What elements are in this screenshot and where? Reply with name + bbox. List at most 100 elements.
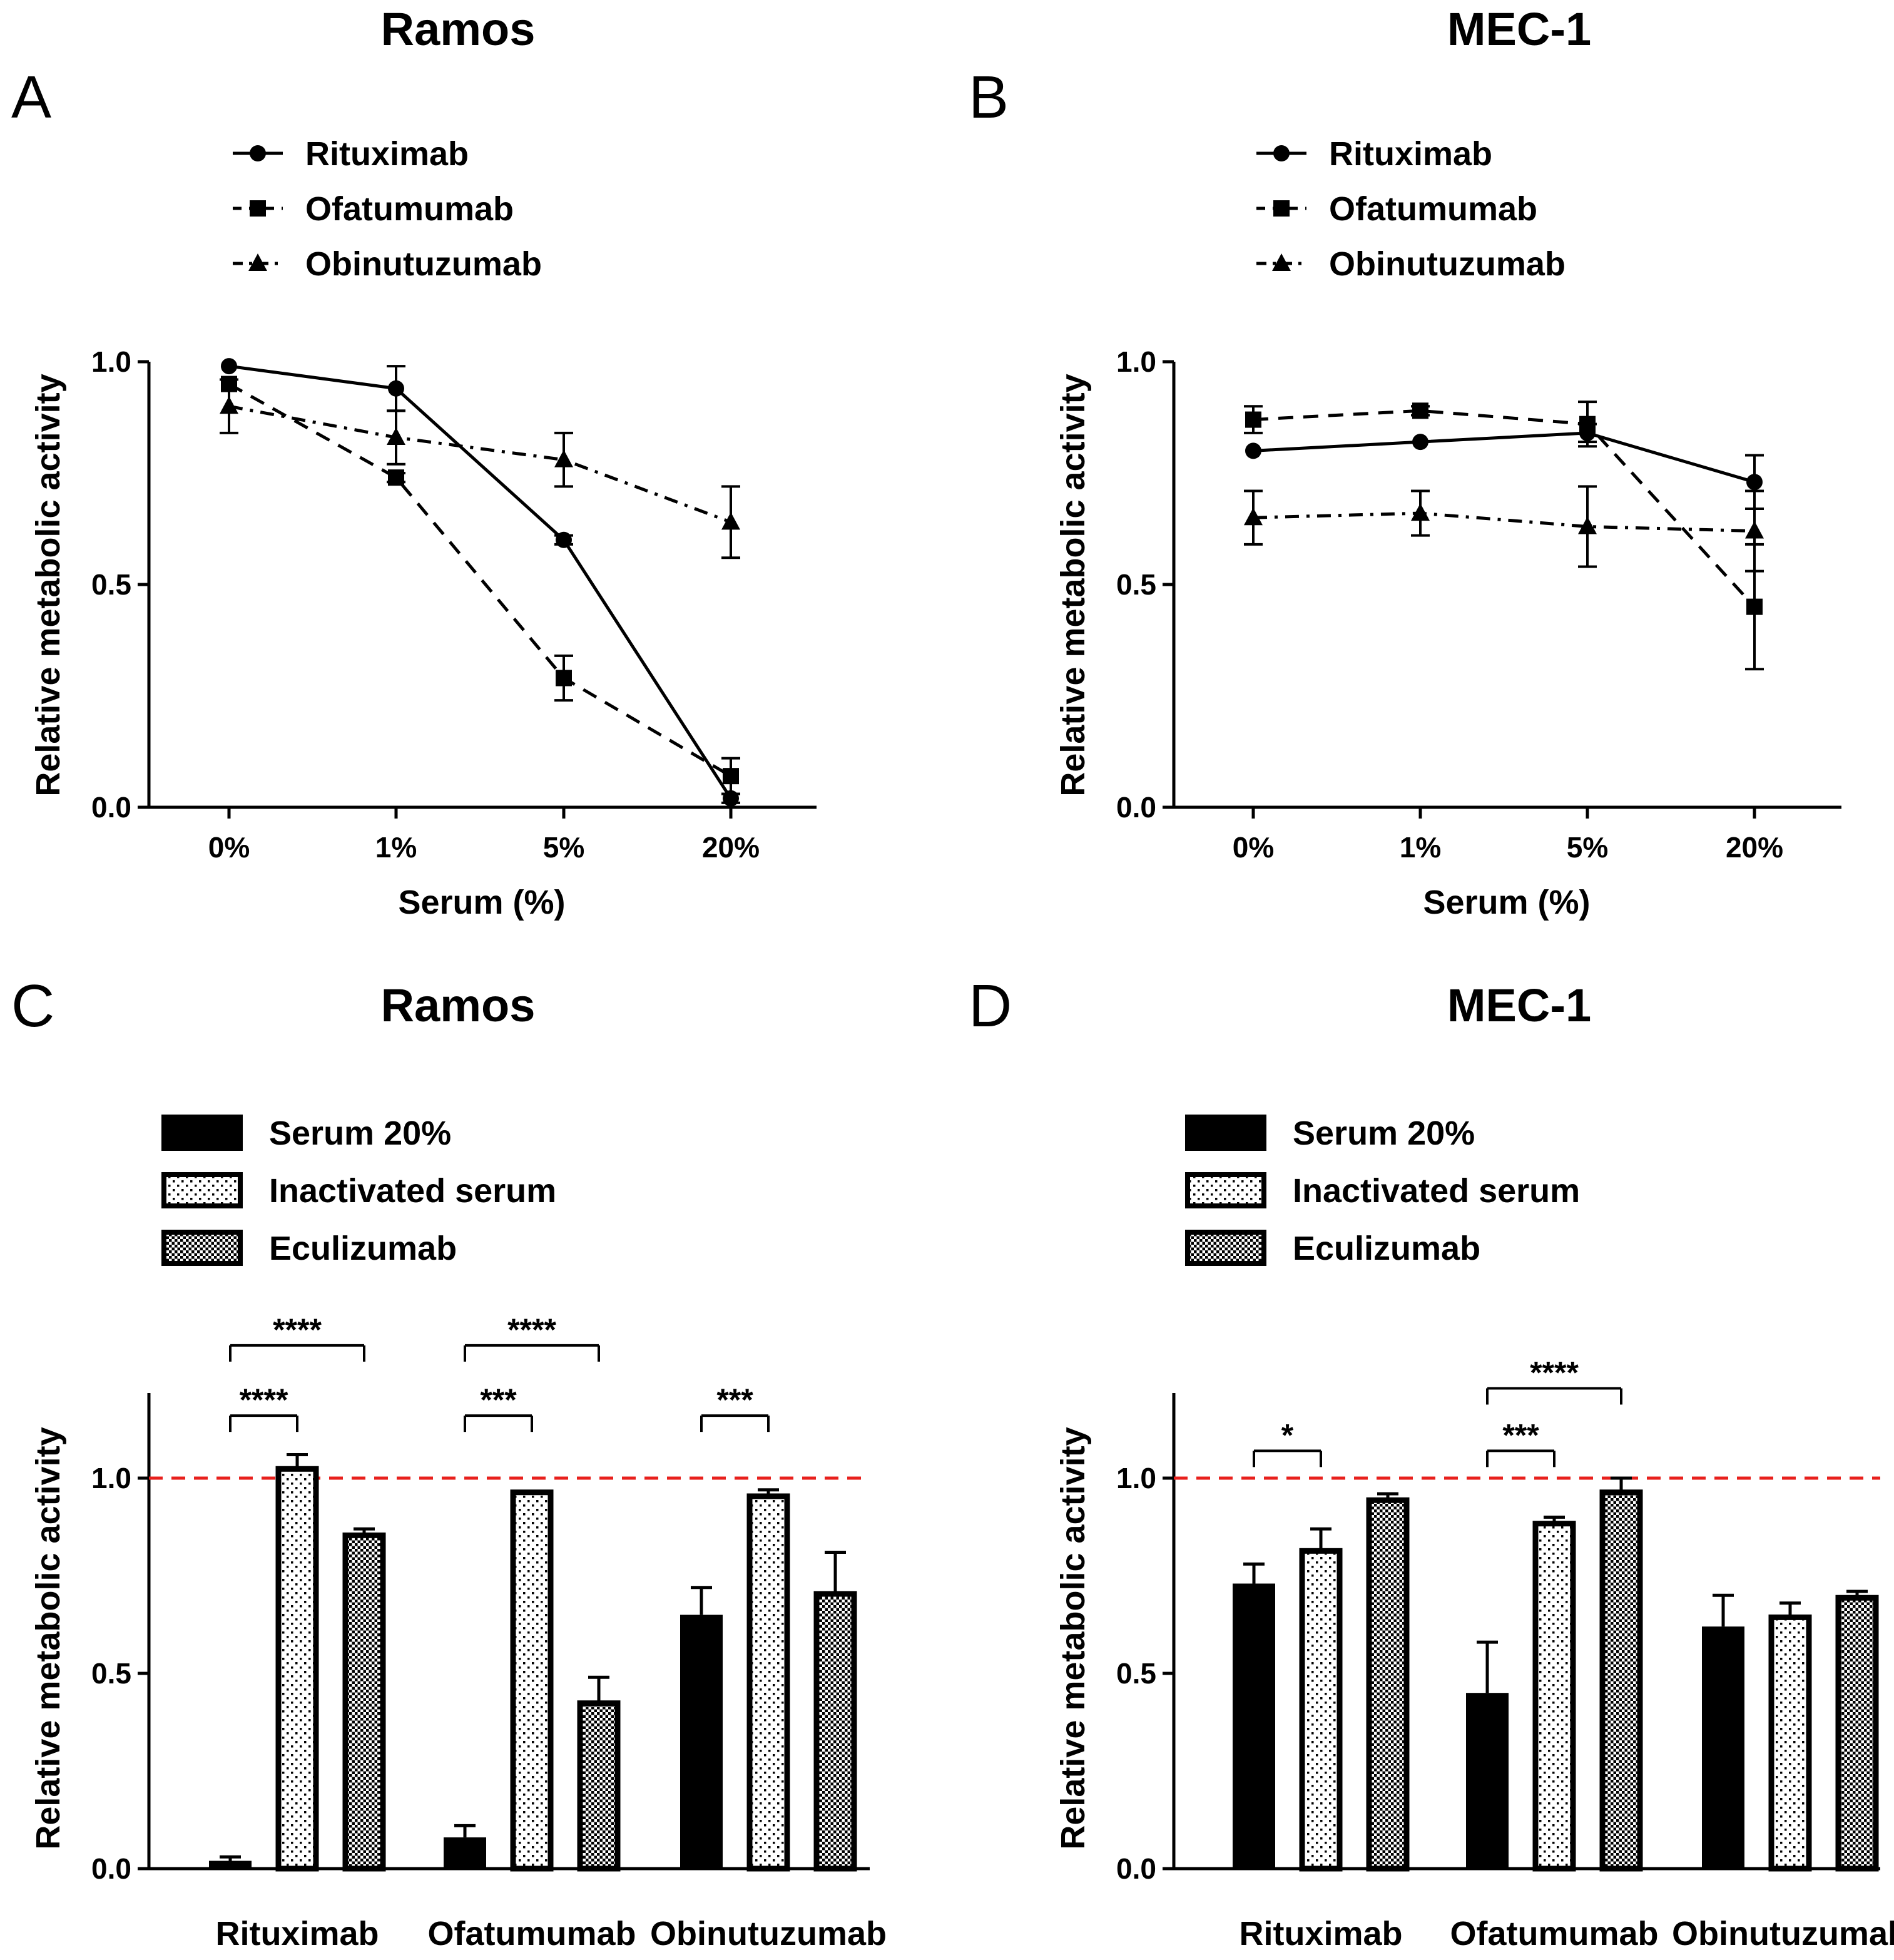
- panel-c-letter: C: [11, 972, 54, 1039]
- panel-b-series-ofatumumab-point: [1412, 402, 1428, 419]
- panel-c-series-serum-20--bar: [680, 1615, 723, 1869]
- panel-b-legend-marker: [1272, 253, 1291, 271]
- panel-b-legend-label: Obinutuzumab: [1329, 245, 1566, 283]
- panel-a-legend-label: Obinutuzumab: [305, 245, 542, 283]
- panel-b-series-rituximab: [1245, 422, 1764, 510]
- panel-d-plot-area: 0.0 0.5 1.0 Rituximab Ofatumumab Obinutuzumab…: [1116, 1355, 1894, 1952]
- panel-b-series-obinutuzumab-point: [1578, 516, 1597, 534]
- panel-a-legend-label: Ofatumumab: [305, 190, 514, 228]
- panel-d-series-inactivated-serum: [1299, 1515, 1812, 1872]
- panel-c-significance-bracket: ****: [464, 1312, 600, 1362]
- panel-d-category-label: Rituximab: [1239, 1915, 1402, 1952]
- panel-d-letter: D: [969, 972, 1012, 1039]
- panel-d-series-eculizumab-bar: [1835, 1595, 1879, 1872]
- panel-d-legend: Serum 20% Inactivated serum Eculizumab: [1185, 1115, 1580, 1267]
- panel-a-legend-marker: [250, 200, 266, 217]
- panel-c-significance-label: ***: [716, 1382, 753, 1417]
- panel-a-legend-label: Rituximab: [305, 135, 469, 173]
- panel-c-legend-label: Inactivated serum: [269, 1172, 556, 1210]
- panel-c-series-serum-20--bar: [444, 1837, 486, 1869]
- panel-c-significance-label: ****: [507, 1312, 556, 1347]
- panel-d-legend-serum-20-: Serum 20%: [1185, 1115, 1475, 1152]
- panel-b-plot-area: 0.0 0.5 1.0 0% 1% 5% 20%: [1116, 345, 1841, 864]
- panel-c-series-eculizumab: [342, 1527, 857, 1872]
- panel-d-category-label: Obinutuzumab: [1672, 1915, 1894, 1952]
- panel-c-significance-bracket: ****: [229, 1382, 298, 1432]
- panel-a-series-obinutuzumab-line: [228, 404, 731, 524]
- panel-a-y-tick-label: 0.5: [91, 568, 131, 601]
- panel-b-x-tick-label: 0%: [1233, 831, 1274, 864]
- panel-b-legend-marker: [1273, 145, 1290, 161]
- panel-d-title: MEC-1: [1447, 979, 1591, 1031]
- panel-c-legend: Serum 20% Inactivated serum Eculizumab: [161, 1115, 556, 1267]
- panel-c-category-label: Rituximab: [215, 1915, 379, 1952]
- panel-c-series-eculizumab-bar: [577, 1700, 621, 1872]
- panel-a-legend-ofatumumab: Ofatumumab: [233, 190, 514, 228]
- panel-d-series-serum-20--bar: [1233, 1583, 1275, 1869]
- panel-c-significance-bracket: ***: [464, 1382, 533, 1432]
- panel-a-series-ofatumumab: [221, 375, 740, 795]
- panel-a-series-obinutuzumab: [220, 378, 740, 559]
- panel-a-series-rituximab-point: [221, 358, 237, 375]
- panel-a-y-axis-title: Relative metabolic activity: [29, 374, 67, 796]
- panel-c-significance-label: ***: [480, 1382, 517, 1417]
- panel-a-series-ofatumumab-line: [228, 382, 732, 778]
- panel-c-title: Ramos: [381, 979, 536, 1031]
- panel-d-significance-bracket: ***: [1486, 1417, 1555, 1467]
- panel-d-y-tick-label: 1.0: [1116, 1462, 1156, 1494]
- panel-d-significance-label: ****: [1530, 1355, 1579, 1390]
- panel-c-legend-inactivated-serum: Inactivated serum: [161, 1172, 556, 1210]
- panel-b-series-obinutuzumab: [1244, 485, 1764, 573]
- panel-d-category-label: Ofatumumab: [1450, 1915, 1658, 1952]
- panel-c-bar-chart: C Ramos Serum 20% Inactivated serum Eculiz…: [11, 972, 887, 1952]
- panel-a-legend-marker: [248, 253, 267, 271]
- panel-b-series-ofatumumab-point: [1579, 416, 1596, 432]
- panel-c-series-serum-20--bar: [209, 1860, 252, 1869]
- panel-b-series-obinutuzumab-point: [1244, 508, 1263, 526]
- panel-c-series-inactivated-serum-bar: [746, 1493, 790, 1872]
- panel-d-legend-eculizumab: Eculizumab: [1185, 1230, 1480, 1267]
- panel-d-series-serum-20--bar: [1702, 1626, 1744, 1869]
- panel-b-legend-rituximab: Rituximab: [1256, 135, 1492, 173]
- panel-d-legend-inactivated-serum: Inactivated serum: [1185, 1172, 1580, 1210]
- panel-a-series-rituximab: [221, 358, 740, 807]
- panel-b-legend-marker: [1273, 200, 1290, 217]
- panel-c-legend-swatch: [161, 1230, 243, 1266]
- panel-c-y-tick-label: 0.5: [91, 1657, 131, 1690]
- panel-a-series-obinutuzumab-point: [721, 512, 740, 530]
- panel-c-legend-serum-20-: Serum 20%: [161, 1115, 451, 1152]
- panel-c-legend-swatch: [161, 1172, 243, 1208]
- panel-b-series-obinutuzumab-line: [1253, 511, 1755, 533]
- panel-b-series-obinutuzumab-point: [1745, 521, 1764, 539]
- panel-d-legend-swatch: [1185, 1172, 1266, 1208]
- panel-b-legend-label: Rituximab: [1329, 135, 1492, 173]
- panel-b-legend: Rituximab Ofatumumab Obinutuzumab: [1256, 135, 1566, 283]
- panel-d-series-eculizumab: [1366, 1476, 1879, 1872]
- panel-a-series-ofatumumab-point: [556, 670, 572, 687]
- panel-d-legend-label: Inactivated serum: [1293, 1172, 1580, 1210]
- panel-a-x-axis-title: Serum (%): [398, 884, 565, 921]
- panel-b-series-rituximab-point: [1245, 442, 1261, 459]
- panel-b-series-rituximab-point: [1746, 474, 1763, 491]
- panel-d-series-eculizumab-bar: [1366, 1497, 1410, 1872]
- panel-d-significance-label: ***: [1502, 1417, 1539, 1452]
- panel-d-legend-label: Serum 20%: [1293, 1115, 1475, 1152]
- panel-b-x-tick-label: 1%: [1400, 831, 1441, 864]
- panel-d-bar-chart: D MEC-1 Serum 20% Inactivated serum Eculiz…: [969, 972, 1894, 1952]
- panel-b-x-tick-label: 20%: [1726, 831, 1783, 864]
- panel-b-series-ofatumumab: [1244, 401, 1764, 671]
- panel-c-significance-bracket: ****: [229, 1312, 365, 1362]
- panel-a-series-rituximab-line: [228, 364, 733, 800]
- panel-c-legend-label: Eculizumab: [269, 1230, 457, 1267]
- panel-d-significance-bracket: *: [1253, 1417, 1322, 1467]
- panel-a-series-obinutuzumab-point: [220, 396, 238, 414]
- panel-a-y-tick-label: 0.0: [91, 791, 131, 824]
- panel-b-x-tick-label: 5%: [1567, 831, 1608, 864]
- panel-c-series-serum-20-: [209, 1586, 723, 1869]
- panel-d-series-serum-20-: [1233, 1562, 1744, 1869]
- panel-a-y-tick-label: 1.0: [91, 345, 131, 378]
- panel-c-series-inactivated-serum-bar: [510, 1489, 554, 1872]
- panel-a-legend-obinutuzumab: Obinutuzumab: [233, 245, 542, 283]
- panel-d-legend-swatch: [1185, 1115, 1266, 1151]
